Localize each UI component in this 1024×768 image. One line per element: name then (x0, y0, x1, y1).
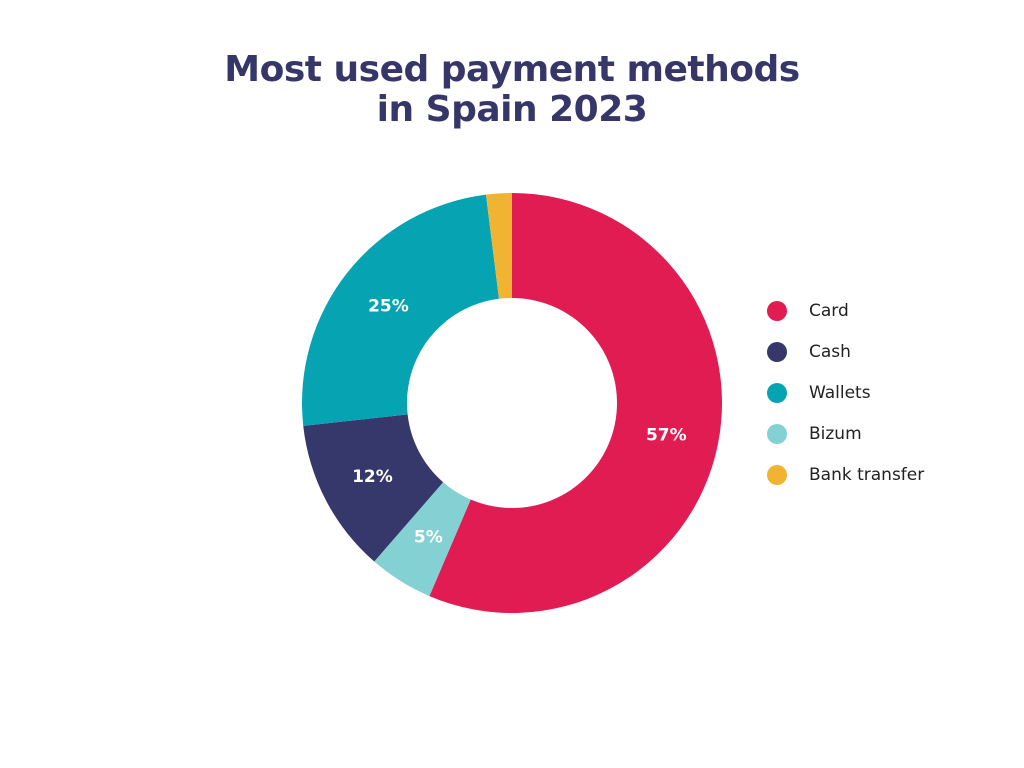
donut-slice-wallets[interactable] (302, 194, 499, 426)
legend-swatch-bank-transfer (767, 464, 787, 485)
donut-slice-card[interactable] (429, 193, 722, 613)
data-label-bizum: 5% (414, 527, 443, 547)
chart-title-line-2: in Spain 2023 (376, 89, 648, 130)
legend-label-card: Card (809, 300, 849, 321)
legend-label-wallets: Wallets (809, 382, 871, 403)
chart-title-line-1: Most used payment methods (224, 49, 800, 90)
legend-label-bank-transfer: Bank transfer (809, 464, 925, 485)
data-label-cash: 12% (352, 467, 393, 487)
legend-item-bank-transfer[interactable]: Bank transfer (767, 454, 924, 495)
legend-item-cash[interactable]: Cash (767, 331, 924, 372)
legend-label-cash: Cash (809, 341, 851, 362)
chart-legend: Card Cash Wallets Bizum Bank transfer (767, 290, 924, 495)
legend-label-bizum: Bizum (809, 423, 862, 444)
legend-swatch-card (767, 300, 787, 321)
chart-title: Most used payment methods in Spain 2023 (0, 50, 1024, 130)
legend-item-card[interactable]: Card (767, 290, 924, 331)
data-label-card: 57% (646, 426, 687, 446)
legend-item-bizum[interactable]: Bizum (767, 413, 924, 454)
legend-swatch-wallets (767, 382, 787, 403)
donut-slice-bizum[interactable] (374, 482, 471, 597)
donut-slice-bank-transfer[interactable] (485, 193, 512, 299)
donut-slice-cash[interactable] (303, 414, 444, 562)
data-label-wallets: 25% (368, 296, 409, 316)
legend-swatch-bizum (767, 423, 787, 444)
legend-swatch-cash (767, 341, 787, 362)
legend-item-wallets[interactable]: Wallets (767, 372, 924, 413)
